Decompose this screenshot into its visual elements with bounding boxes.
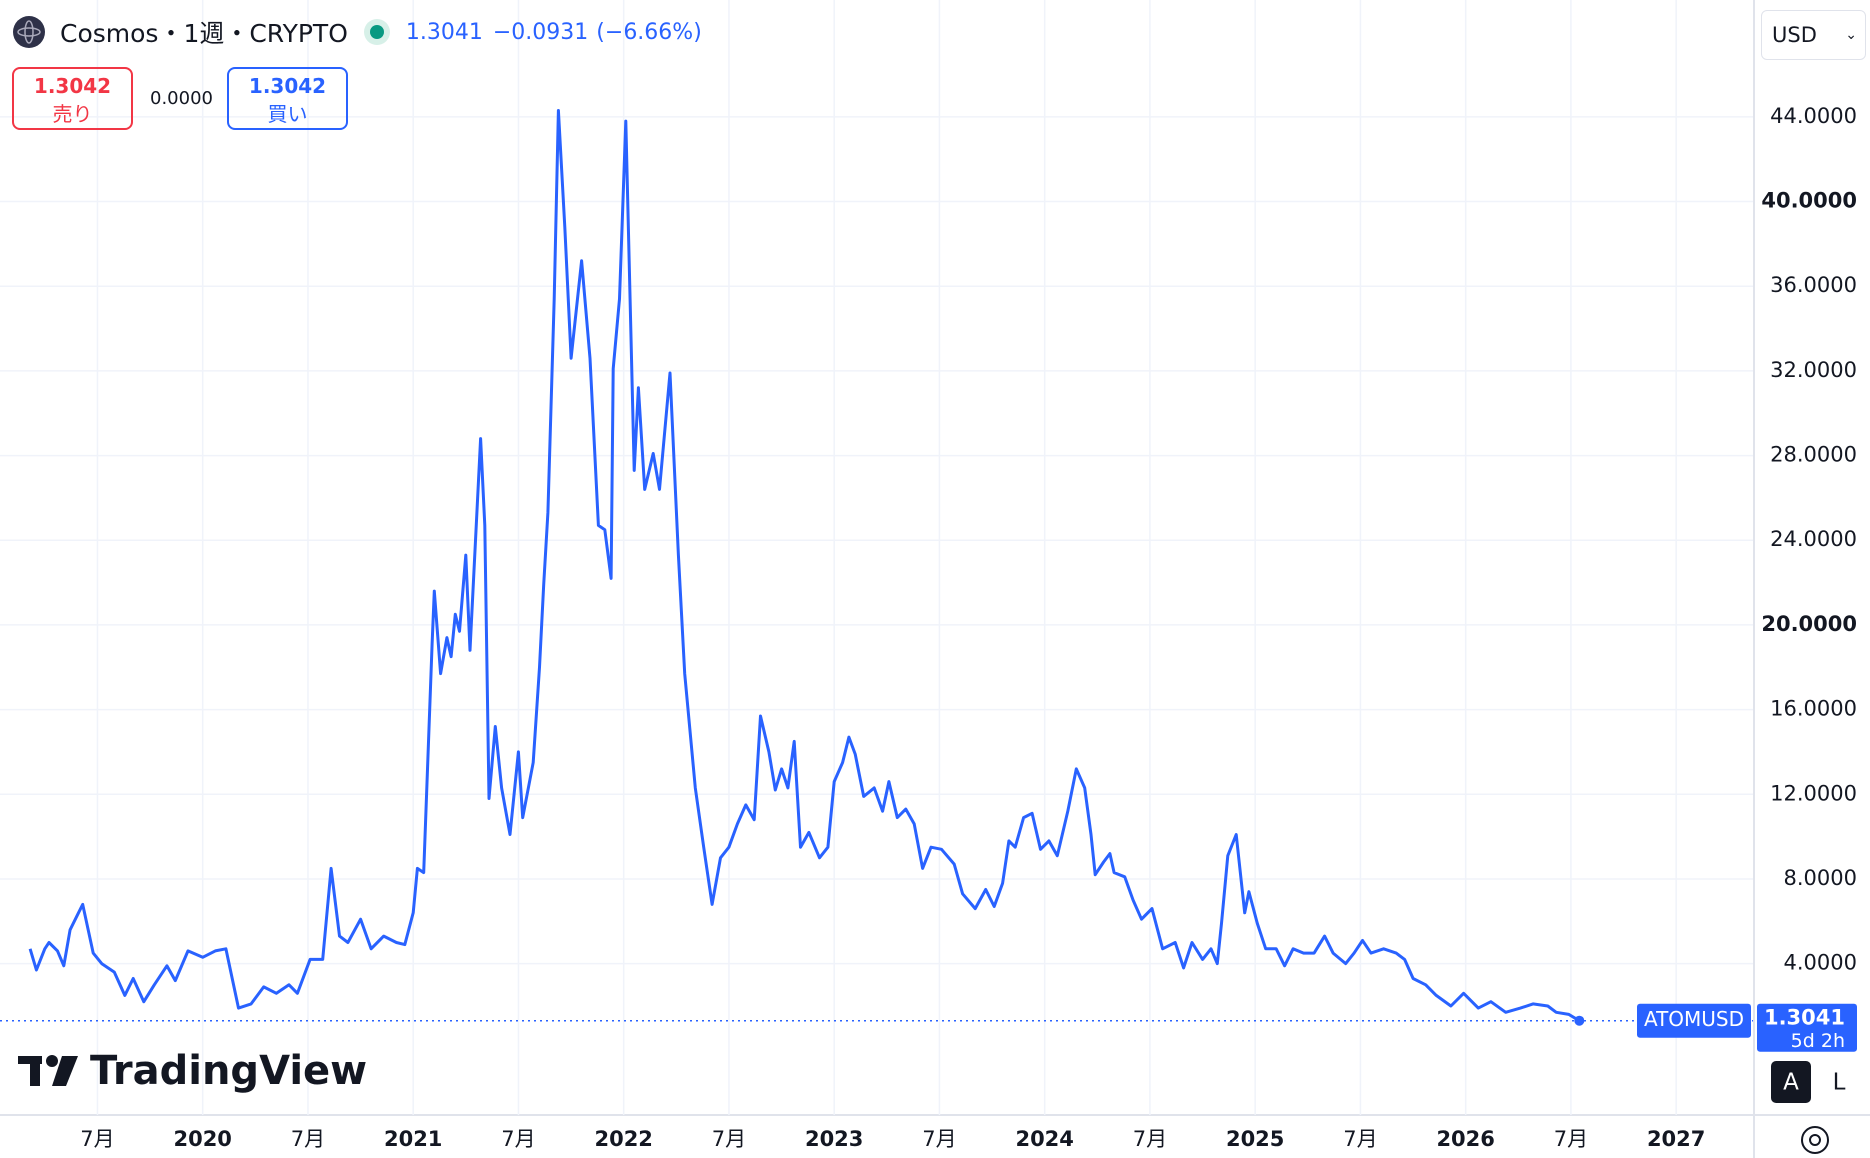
y-tick-label: 16.0000 (1770, 697, 1857, 721)
sell-button[interactable]: 1.3042 売り (12, 67, 133, 130)
price-tag-value: 1.3041 (1764, 1006, 1845, 1030)
x-tick-label: 7月 (501, 1127, 535, 1151)
x-tick-label: 2027 (1647, 1127, 1705, 1151)
y-tick-label: 20.0000 (1761, 612, 1857, 636)
y-tick-label: 36.0000 (1770, 273, 1857, 297)
countdown: 5d 2h (1791, 1030, 1845, 1052)
scale-button[interactable] (1771, 1061, 1811, 1103)
scale-button[interactable] (1819, 1061, 1859, 1103)
buy-price: 1.3042 (248, 74, 327, 98)
x-tick-label: 7月 (712, 1127, 746, 1151)
symbol-title[interactable]: Cosmos・1週・CRYPTO (60, 19, 348, 48)
series-name: ATOMUSD (1644, 1007, 1744, 1031)
x-tick-label: 2025 (1226, 1127, 1284, 1151)
logo-bar (30, 1056, 40, 1086)
last-point (1574, 1015, 1585, 1026)
y-tick-label: 8.0000 (1784, 866, 1857, 890)
scale-button-label: A (1783, 1070, 1799, 1096)
spread: 0.0000 (150, 88, 213, 109)
y-tick-label: 44.0000 (1770, 104, 1857, 128)
y-tick-label: 24.0000 (1770, 527, 1857, 551)
x-tick-label: 7月 (1554, 1127, 1588, 1151)
price-line (28, 109, 1581, 1022)
sell-price: 1.3042 (33, 74, 112, 98)
x-tick-label: 2026 (1436, 1127, 1494, 1151)
brand: TradingView (90, 1048, 367, 1094)
settings-hub (1809, 1134, 1821, 1146)
scale-button-label: L (1833, 1070, 1846, 1096)
buy-label: 買い (267, 102, 308, 126)
logo-dot (46, 1055, 58, 1067)
y-tick-label: 28.0000 (1770, 443, 1857, 467)
settings-icon[interactable] (1801, 1126, 1829, 1154)
x-tick-label: 7月 (922, 1127, 956, 1151)
settings-ring (1801, 1126, 1829, 1154)
series-tag (1637, 1003, 1751, 1038)
x-tick-label: 2022 (594, 1127, 652, 1151)
x-tick-label: 2020 (173, 1127, 231, 1151)
buy-button[interactable]: 1.3042 買い (227, 67, 348, 130)
x-tick-label: 2023 (805, 1127, 863, 1151)
price-tag (1757, 1003, 1857, 1052)
x-tick-label: 7月 (1133, 1127, 1167, 1151)
x-tick-label: 2024 (1015, 1127, 1073, 1151)
price-change: −0.0931 (492, 19, 589, 45)
logo-shape (52, 1056, 78, 1086)
status-dot (363, 19, 390, 45)
price-change-pct: (−6.66%) (596, 19, 702, 45)
x-tick-label: 7月 (1343, 1127, 1377, 1151)
currency: USD (1772, 23, 1817, 47)
y-tick-label: 40.0000 (1761, 189, 1857, 213)
sell-label: 売り (52, 102, 93, 126)
y-tick-label: 4.0000 (1784, 951, 1857, 975)
last-price: 1.3041 (405, 19, 483, 45)
x-tick-label: 7月 (80, 1127, 114, 1151)
x-tick-label: 7月 (291, 1127, 325, 1151)
y-tick-label: 12.0000 (1770, 781, 1857, 805)
symbol-icon (13, 16, 45, 48)
header: Cosmos・1週・CRYPTO 1.3041 −0.0931 (−6.66%) (12, 14, 702, 50)
currency-dropdown[interactable]: USD ⌄ (1761, 10, 1866, 60)
y-tick-label: 32.0000 (1770, 358, 1857, 382)
x-tick-label: 2021 (384, 1127, 442, 1151)
